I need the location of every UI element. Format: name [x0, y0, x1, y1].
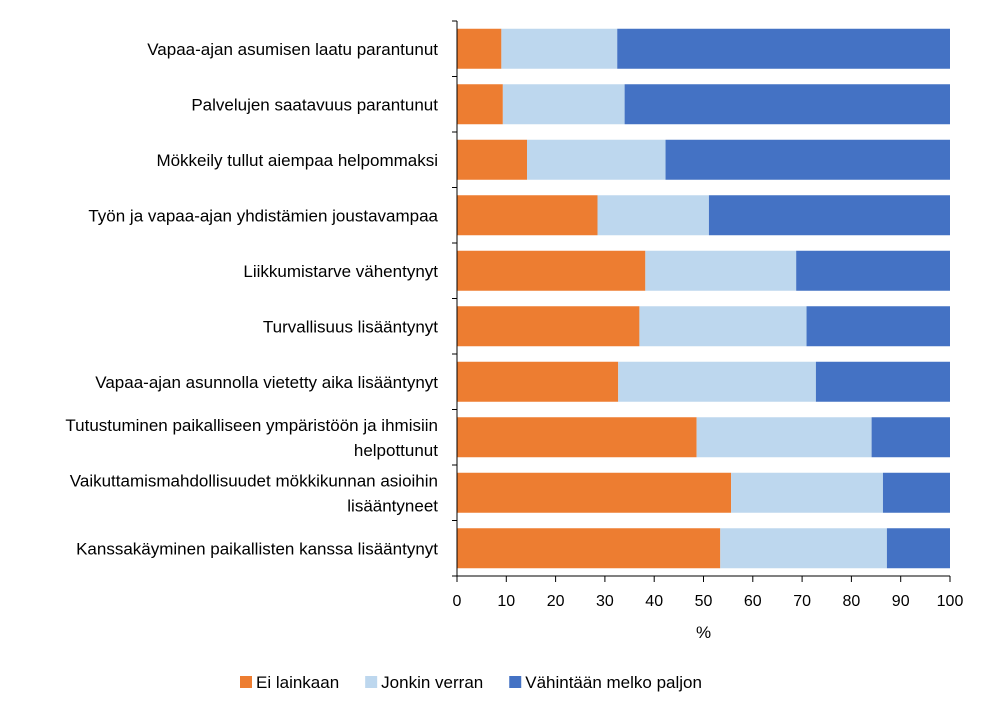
bar-segment-vähintään-melko-paljon-8 [882, 472, 950, 513]
x-tick-label-10: 100 [937, 593, 964, 610]
x-tick-label-1: 10 [497, 593, 515, 610]
x-tick-label-9: 90 [892, 593, 910, 610]
category-label-3-line-0: Työn ja vapaa-ajan yhdistämien joustavam… [88, 206, 438, 225]
legend-item-1: Jonkin verran [365, 673, 483, 692]
category-label-2-line-0: Mökkeily tullut aiempaa helpommaksi [156, 151, 438, 170]
bar-segment-ei-lainkaan-8 [457, 472, 732, 513]
bar-segment-vähintään-melko-paljon-3 [708, 195, 950, 236]
bar-segment-jonkin-verran-6 [618, 361, 816, 402]
legend-swatch-1 [365, 676, 378, 688]
bars-layer [457, 28, 950, 569]
bar-segment-ei-lainkaan-5 [457, 306, 640, 347]
bar-segment-ei-lainkaan-6 [457, 361, 619, 402]
bar-segment-ei-lainkaan-9 [457, 528, 721, 569]
category-label-8-line-1: lisääntyneet [347, 496, 438, 515]
x-tick-label-6: 60 [744, 593, 762, 610]
bar-segment-jonkin-verran-4 [645, 250, 797, 291]
x-tick-label-4: 40 [645, 593, 663, 610]
x-axis-title: % [696, 623, 711, 642]
category-labels-layer: Vapaa-ajan asumisen laatu parantunut Palv… [65, 40, 438, 559]
category-label-6-line-0: Vapaa-ajan asunnolla vietetty aika lisää… [95, 373, 438, 392]
bar-segment-ei-lainkaan-2 [457, 139, 528, 180]
legend-item-0: Ei lainkaan [240, 673, 339, 692]
bar-segment-ei-lainkaan-0 [457, 28, 502, 69]
x-tick-labels-layer: 0 10 20 30 40 50 60 70 80 90 100 [453, 593, 964, 610]
bar-segment-vähintään-melko-paljon-0 [617, 28, 950, 69]
bar-segment-jonkin-verran-1 [502, 84, 625, 125]
bar-segment-vähintään-melko-paljon-6 [815, 361, 950, 402]
bar-segment-ei-lainkaan-4 [457, 250, 646, 291]
bar-segment-ei-lainkaan-7 [457, 417, 697, 458]
x-tick-label-2: 20 [547, 593, 565, 610]
bar-segment-vähintään-melko-paljon-4 [796, 250, 950, 291]
x-tick-label-5: 50 [695, 593, 713, 610]
bar-segment-ei-lainkaan-3 [457, 195, 598, 236]
category-label-7-line-0: Tutustuminen paikalliseen ympäristöön ja… [65, 416, 438, 435]
bar-segment-jonkin-verran-3 [597, 195, 709, 236]
legend-label-2: Vähintään melko paljon [525, 673, 702, 692]
x-tick-label-3: 30 [596, 593, 614, 610]
bar-segment-vähintään-melko-paljon-5 [806, 306, 950, 347]
category-label-4-line-0: Liikkumistarve vähentynyt [243, 262, 438, 281]
bar-segment-jonkin-verran-8 [731, 472, 883, 513]
bar-segment-jonkin-verran-7 [696, 417, 872, 458]
legend-label-0: Ei lainkaan [256, 673, 339, 692]
legend-swatch-0 [240, 676, 252, 688]
bar-segment-vähintään-melko-paljon-9 [886, 528, 950, 569]
x-tick-label-8: 80 [843, 593, 861, 610]
bar-segment-jonkin-verran-0 [501, 28, 618, 69]
category-label-7-line-1: helpottunut [354, 441, 438, 460]
legend-swatch-2 [509, 676, 522, 688]
bar-segment-ei-lainkaan-1 [457, 84, 503, 125]
x-tick-label-0: 0 [453, 593, 462, 610]
bar-segment-vähintään-melko-paljon-2 [665, 139, 950, 180]
category-label-0-line-0: Vapaa-ajan asumisen laatu parantunut [147, 40, 438, 59]
bar-segment-jonkin-verran-5 [639, 306, 807, 347]
bar-segment-vähintään-melko-paljon-7 [871, 417, 950, 458]
legend: Ei lainkaan Jonkin verran Vähintään melko … [240, 673, 702, 692]
bar-segment-jonkin-verran-2 [527, 139, 666, 180]
bar-segment-jonkin-verran-9 [720, 528, 887, 569]
category-label-9-line-0: Kanssakäyminen paikallisten kanssa lisää… [76, 539, 438, 558]
axes-layer [452, 20, 951, 582]
bar-segment-vähintään-melko-paljon-1 [624, 84, 950, 125]
x-tick-label-7: 70 [793, 593, 811, 610]
legend-label-1: Jonkin verran [381, 673, 483, 692]
category-label-1-line-0: Palvelujen saatavuus parantunut [191, 95, 438, 114]
legend-item-2: Vähintään melko paljon [509, 673, 702, 692]
category-label-8-line-0: Vaikuttamismahdollisuudet mökkikunnan as… [70, 471, 438, 490]
category-label-5-line-0: Turvallisuus lisääntynyt [263, 317, 438, 336]
